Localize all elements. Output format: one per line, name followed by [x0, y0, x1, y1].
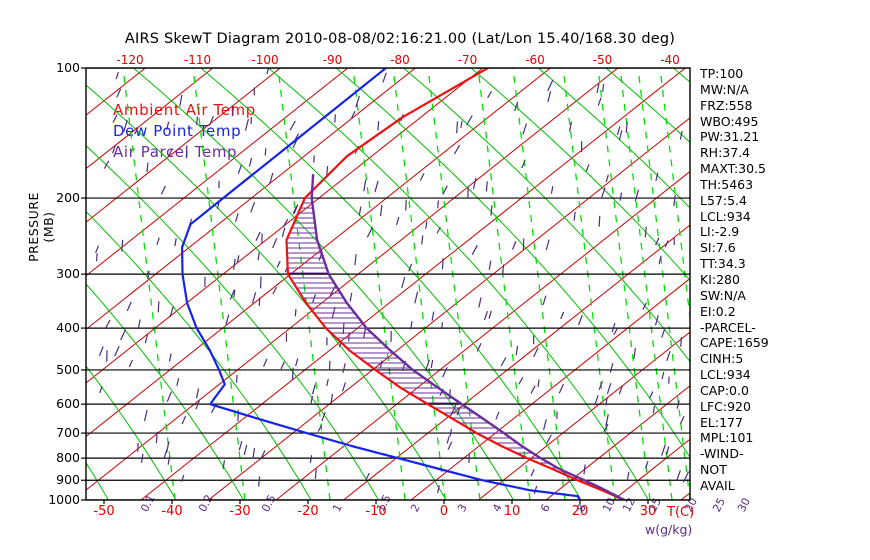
index-row-19: LCL:934 [700, 367, 751, 383]
top-temp-tick--50: -50 [592, 53, 613, 67]
pressure-tick-400: 400 [56, 320, 80, 336]
index-row-14: SW:N/A [700, 287, 746, 303]
top-temp-tick--120: -120 [116, 53, 144, 67]
legend-ambient-air-temp: Ambient Air Temp [113, 101, 256, 119]
bottom-temp-tick-20: 20 [571, 504, 589, 519]
pressure-tick-700: 700 [56, 425, 80, 441]
bottom-temp-tick--30: -30 [229, 504, 251, 519]
index-row-13: KI:280 [700, 271, 740, 287]
top-temp-tick--80: -80 [390, 53, 410, 67]
index-row-12: TT:34.3 [700, 256, 746, 272]
index-row-25: NOT [700, 462, 727, 478]
top-temp-tick--110: -110 [183, 53, 212, 67]
bottom-temp-tick--50: -50 [93, 504, 115, 519]
index-row-5: RH:37.4 [700, 145, 751, 161]
sounding-indices-panel: TP:100 MW:N/A FRZ:558 WBO:495 PW:31.21 RH:37.… [700, 66, 860, 494]
index-row-10: LI:-2.9 [700, 224, 740, 240]
top-temp-tick--60: -60 [525, 53, 545, 67]
top-temp-tick--90: -90 [322, 53, 343, 67]
bottom-temp-tick-10: 10 [503, 504, 521, 519]
index-row-7: TH:5463 [700, 176, 754, 192]
mixing-axis-unit-label: w(g/kg) [645, 522, 693, 537]
index-row-6: MAXT:30.5 [700, 161, 766, 177]
index-row-23: MPL:101 [700, 430, 754, 446]
index-row-16: -PARCEL- [700, 319, 756, 335]
bottom-temp-tick--40: -40 [161, 504, 183, 519]
index-row-11: SI:7.6 [700, 240, 736, 256]
index-row-21: LFC:920 [700, 398, 751, 414]
bottom-temp-tick--10: -10 [365, 504, 387, 519]
top-temp-tick--100: -100 [251, 53, 279, 67]
index-row-3: WBO:495 [700, 113, 759, 129]
pressure-tick-300: 300 [56, 266, 80, 282]
index-row-17: CAPE:1659 [700, 335, 769, 351]
pressure-tick-900: 900 [56, 472, 80, 488]
bottom-temp-tick--20: -20 [297, 504, 319, 519]
top-temp-tick--70: -70 [457, 53, 478, 67]
pressure-tick-1000: 1000 [48, 492, 80, 507]
temp-axis-unit-label: T(C) [667, 505, 695, 520]
index-row-2: FRZ:558 [700, 97, 753, 113]
index-row-24: -WIND- [700, 446, 744, 462]
page-title: AIRS SkewT Diagram 2010-08-08/02:16:21.0… [124, 31, 676, 47]
legend-dew-point-temp: Dew Point Temp [113, 122, 242, 140]
index-row-1: MW:N/A [700, 81, 749, 97]
index-row-22: EL:177 [700, 414, 743, 430]
index-row-15: EI:0.2 [700, 303, 736, 319]
index-row-8: L57:5.4 [700, 192, 747, 208]
bottom-temp-tick-0: 0 [439, 504, 449, 519]
top-temp-tick--40: -40 [660, 53, 680, 67]
index-row-18: CINH:5 [700, 351, 744, 367]
pressure-tick-500: 500 [56, 361, 80, 377]
pressure-tick-200: 200 [56, 190, 80, 206]
index-row-26: AVAIL [700, 477, 735, 493]
index-row-4: PW:31.21 [700, 129, 760, 145]
bottom-temp-tick-30: 30 [639, 504, 657, 519]
index-row-20: CAP:0.0 [700, 382, 749, 398]
pressure-tick-100: 100 [56, 60, 80, 75]
index-row-9: LCL:934 [700, 208, 751, 224]
pressure-tick-800: 800 [56, 450, 80, 466]
index-row-0: TP:100 [700, 66, 744, 81]
pressure-tick-600: 600 [56, 396, 80, 412]
